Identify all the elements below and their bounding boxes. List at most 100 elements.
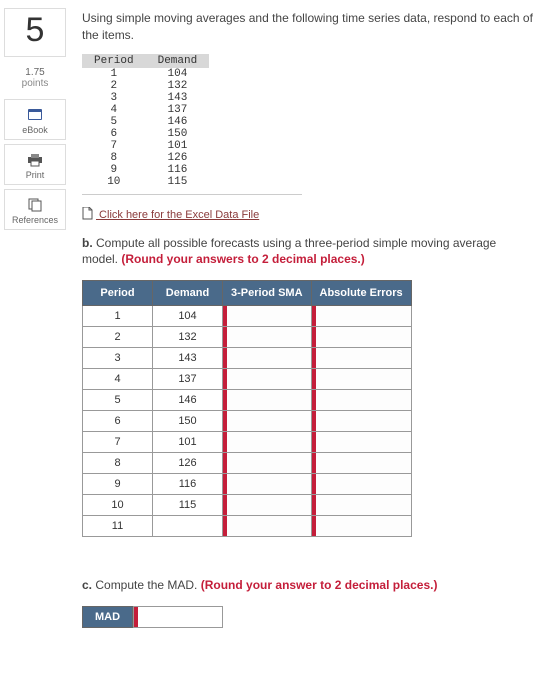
sma-input[interactable] [223,495,312,516]
copy-icon [27,198,43,212]
abs-error-input[interactable] [311,306,411,327]
data-table-header: Period [82,54,146,68]
sma-input[interactable] [223,411,312,432]
table-row: 7101 [83,432,412,453]
main-content: Using simple moving averages and the fol… [70,0,546,648]
part-b-label: b. [82,236,93,250]
table-row: 3143 [82,92,209,104]
file-icon [82,207,93,220]
table-row: 1104 [83,306,412,327]
abs-error-input[interactable] [311,432,411,453]
abs-error-input[interactable] [311,411,411,432]
points-block: 1.75 points [4,61,66,99]
table-row: 11 [83,516,412,537]
demand-cell [153,516,223,537]
table-row: 2132 [82,80,209,92]
sma-input[interactable] [223,516,312,537]
data-table: PeriodDemand 110421323143413751466150710… [82,54,209,188]
printer-icon [27,153,43,167]
table-row: 8126 [83,453,412,474]
table-cell: 5 [82,116,146,128]
table-row: 10115 [83,495,412,516]
demand-cell: 115 [153,495,223,516]
abs-error-input[interactable] [311,516,411,537]
demand-cell: 132 [153,327,223,348]
period-cell: 6 [83,411,153,432]
table-row: 4137 [82,104,209,116]
demand-cell: 137 [153,369,223,390]
table-cell: 116 [146,164,210,176]
table-cell: 126 [146,152,210,164]
part-c-label: c. [82,578,92,592]
excel-link-text: Click here for the Excel Data File [96,209,259,221]
demand-cell: 101 [153,432,223,453]
sma-input[interactable] [223,306,312,327]
table-cell: 4 [82,104,146,116]
part-b-text: b. Compute all possible forecasts using … [82,235,534,269]
divider [82,194,302,195]
sma-input[interactable] [223,474,312,495]
print-label: Print [26,170,45,180]
abs-error-input[interactable] [311,327,411,348]
sma-input[interactable] [223,348,312,369]
mad-input[interactable] [133,606,223,628]
period-cell: 9 [83,474,153,495]
abs-error-input[interactable] [311,453,411,474]
answer-table-header: Demand [153,281,223,306]
answer-table: PeriodDemand3-Period SMAAbsolute Errors … [82,280,412,537]
excel-data-link[interactable]: Click here for the Excel Data File [82,207,259,221]
ebook-button[interactable]: eBook [4,99,66,140]
table-cell: 9 [82,164,146,176]
period-cell: 8 [83,453,153,474]
sma-input[interactable] [223,453,312,474]
table-row: 2132 [83,327,412,348]
table-row: 4137 [83,369,412,390]
points-value: 1.75 [4,67,66,78]
demand-cell: 150 [153,411,223,432]
table-row: 5146 [82,116,209,128]
period-cell: 2 [83,327,153,348]
table-row: 5146 [83,390,412,411]
sma-input[interactable] [223,327,312,348]
mad-label: MAD [82,606,133,628]
table-cell: 132 [146,80,210,92]
references-label: References [12,215,58,225]
sma-input[interactable] [223,369,312,390]
sma-input[interactable] [223,432,312,453]
period-cell: 7 [83,432,153,453]
answer-table-header: 3-Period SMA [223,281,312,306]
table-cell: 146 [146,116,210,128]
table-cell: 115 [146,176,210,188]
part-c-body: Compute the MAD. [92,578,201,592]
question-prompt: Using simple moving averages and the fol… [82,10,534,44]
table-cell: 8 [82,152,146,164]
period-cell: 10 [83,495,153,516]
table-cell: 10 [82,176,146,188]
part-c-text: c. Compute the MAD. (Round your answer t… [82,577,534,594]
table-row: 6150 [83,411,412,432]
answer-table-header: Absolute Errors [311,281,411,306]
period-cell: 4 [83,369,153,390]
table-row: 8126 [82,152,209,164]
table-cell: 143 [146,92,210,104]
table-cell: 7 [82,140,146,152]
demand-cell: 126 [153,453,223,474]
table-row: 6150 [82,128,209,140]
abs-error-input[interactable] [311,369,411,390]
sma-input[interactable] [223,390,312,411]
table-cell: 3 [82,92,146,104]
table-cell: 2 [82,80,146,92]
abs-error-input[interactable] [311,348,411,369]
book-icon [27,108,43,122]
table-row: 9116 [83,474,412,495]
abs-error-input[interactable] [311,495,411,516]
print-button[interactable]: Print [4,144,66,185]
references-button[interactable]: References [4,189,66,230]
abs-error-input[interactable] [311,474,411,495]
period-cell: 3 [83,348,153,369]
table-cell: 101 [146,140,210,152]
table-row: 1104 [82,68,209,80]
sidebar: 5 1.75 points eBook Print References [0,0,70,648]
abs-error-input[interactable] [311,390,411,411]
points-label: points [22,78,49,89]
